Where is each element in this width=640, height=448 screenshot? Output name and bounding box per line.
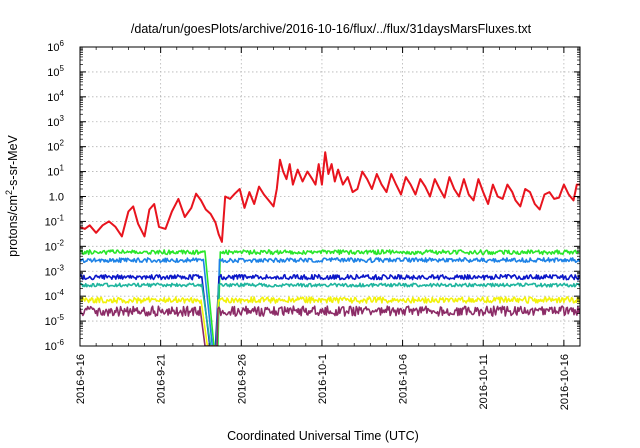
y-tick-label: 101 — [47, 164, 64, 179]
y-tick-label: 10-2 — [45, 238, 65, 253]
series-line-4 — [80, 273, 580, 346]
y-tick-label: 10-3 — [45, 263, 65, 278]
x-tick-label: 2016-10-1 — [317, 354, 329, 404]
y-tick-label: 10-4 — [45, 288, 65, 303]
x-tick-label: 2016-10-6 — [398, 354, 410, 404]
series-line-1 — [80, 151, 580, 243]
series-line-2 — [80, 249, 580, 346]
x-tick-label: 2016-10-16 — [559, 354, 571, 410]
chart-title: /data/run/goesPlots/archive/2016-10-16/f… — [131, 22, 532, 36]
y-tick-label: 105 — [47, 64, 64, 79]
y-tick-label: 10-1 — [45, 213, 65, 228]
y-tick-label: 10-5 — [45, 313, 65, 328]
series-line-5 — [80, 282, 580, 346]
y-tick-label: 1.0 — [49, 192, 64, 204]
y-tick-label: 102 — [47, 139, 64, 154]
y-tick-label: 10-6 — [45, 338, 65, 353]
series-line-6 — [80, 296, 580, 346]
x-tick-label: 2016-9-26 — [236, 354, 248, 404]
series-line-3 — [80, 257, 580, 346]
x-tick-label: 2016-9-16 — [75, 354, 87, 404]
series-line-7 — [80, 305, 580, 346]
x-axis-label: Coordinated Universal Time (UTC) — [227, 429, 419, 443]
y-tick-label: 104 — [47, 89, 64, 104]
x-tick-label: 2016-9-21 — [156, 354, 168, 404]
y-tick-label: 106 — [47, 39, 64, 54]
y-axis-ticks: 106 105 104 103 102 101 1.0 10-1 10-2 10-3 10-4 10-… — [45, 39, 580, 353]
y-axis-label: protons/cm2-s-sr-MeV — [4, 134, 20, 256]
x-axis-ticks: 2016-9-16 2016-9-21 2016-9-26 2016-10-1 2016… — [75, 47, 571, 410]
y-tick-label: 103 — [47, 114, 64, 129]
grid — [80, 47, 580, 346]
series-group — [80, 151, 580, 346]
x-tick-label: 2016-10-11 — [478, 354, 490, 409]
